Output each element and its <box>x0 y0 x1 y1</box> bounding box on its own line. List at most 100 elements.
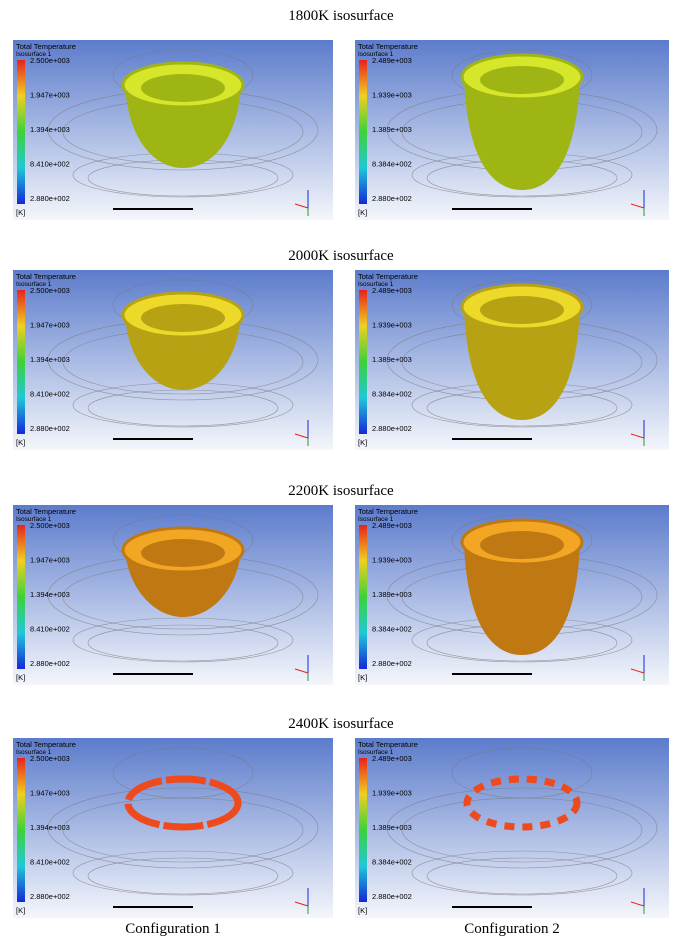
legend-title: Total Temperature <box>16 42 76 51</box>
isosurface <box>480 66 564 94</box>
scale-label: 1.947e+003 <box>30 91 70 100</box>
legend-title: Total Temperature <box>358 42 418 51</box>
scale-label: 1.389e+003 <box>372 355 412 364</box>
scale-label: 2.880e+002 <box>372 892 412 901</box>
scale-bar <box>452 208 532 210</box>
scale-bar <box>452 673 532 675</box>
isosurface <box>141 74 225 102</box>
color-bar <box>359 60 367 204</box>
unit-label: [K] <box>16 208 25 217</box>
legend-title: Total Temperature <box>358 272 418 281</box>
scale-label: 2.500e+003 <box>30 286 70 295</box>
color-bar <box>359 525 367 669</box>
isosurface <box>141 304 225 332</box>
color-bar <box>17 525 25 669</box>
scale-label: 8.410e+002 <box>30 858 70 867</box>
unit-label: [K] <box>16 906 25 915</box>
scale-label: 8.410e+002 <box>30 625 70 634</box>
figure: Configuration 1 Configuration 2 1800K is… <box>0 0 682 944</box>
unit-label: [K] <box>16 673 25 682</box>
unit-label: [K] <box>358 673 367 682</box>
scale-label: 1.947e+003 <box>30 789 70 798</box>
scale-label: 2.880e+002 <box>30 424 70 433</box>
scale-label: 1.394e+003 <box>30 823 70 832</box>
scale-label: 1.939e+003 <box>372 321 412 330</box>
scale-label: 2.500e+003 <box>30 56 70 65</box>
legend-title: Total Temperature <box>358 740 418 749</box>
render-image: Total TemperatureIsosurface 12.489e+0031… <box>355 505 669 685</box>
scale-label: 1.389e+003 <box>372 590 412 599</box>
scale-bar <box>113 208 193 210</box>
row-title: 2400K isosurface <box>0 716 682 733</box>
unit-label: [K] <box>358 438 367 447</box>
scale-label: 2.489e+003 <box>372 521 412 530</box>
legend-title: Total Temperature <box>16 507 76 516</box>
scale-label: 2.880e+002 <box>372 659 412 668</box>
scale-bar <box>452 906 532 908</box>
scale-label: 2.880e+002 <box>372 194 412 203</box>
scale-label: 8.384e+002 <box>372 390 412 399</box>
render-panel: Total TemperatureIsosurface 12.500e+0031… <box>13 270 333 450</box>
legend-title: Total Temperature <box>358 507 418 516</box>
color-bar <box>17 758 25 902</box>
scale-label: 1.394e+003 <box>30 355 70 364</box>
scale-label: 2.500e+003 <box>30 521 70 530</box>
scale-label: 2.489e+003 <box>372 754 412 763</box>
color-bar <box>17 60 25 204</box>
row-title: 2200K isosurface <box>0 483 682 500</box>
isosurface <box>141 539 225 567</box>
color-bar <box>359 290 367 434</box>
scale-label: 1.939e+003 <box>372 91 412 100</box>
scale-label: 8.384e+002 <box>372 858 412 867</box>
scale-label: 1.389e+003 <box>372 125 412 134</box>
unit-label: [K] <box>358 906 367 915</box>
scale-label: 1.939e+003 <box>372 556 412 565</box>
scale-label: 2.880e+002 <box>30 659 70 668</box>
scale-label: 8.410e+002 <box>30 390 70 399</box>
scale-label: 1.947e+003 <box>30 321 70 330</box>
unit-label: [K] <box>358 208 367 217</box>
scale-bar <box>113 673 193 675</box>
scale-label: 2.489e+003 <box>372 286 412 295</box>
scale-bar <box>113 438 193 440</box>
render-panel: Total TemperatureIsosurface 12.500e+0031… <box>13 40 333 220</box>
color-bar <box>17 290 25 434</box>
row-title: 2000K isosurface <box>0 248 682 265</box>
scale-label: 1.947e+003 <box>30 556 70 565</box>
legend-title: Total Temperature <box>16 740 76 749</box>
unit-label: [K] <box>16 438 25 447</box>
isosurface <box>480 531 564 559</box>
scale-label: 2.489e+003 <box>372 56 412 65</box>
caption: Configuration 1 <box>13 921 333 938</box>
scale-label: 1.394e+003 <box>30 125 70 134</box>
scale-label: 2.500e+003 <box>30 754 70 763</box>
legend-title: Total Temperature <box>16 272 76 281</box>
scale-label: 8.410e+002 <box>30 160 70 169</box>
caption: Configuration 2 <box>352 921 672 938</box>
scale-label: 1.389e+003 <box>372 823 412 832</box>
scale-label: 2.880e+002 <box>30 194 70 203</box>
scale-label: 2.880e+002 <box>372 424 412 433</box>
color-bar <box>359 758 367 902</box>
scale-label: 1.394e+003 <box>30 590 70 599</box>
scale-bar <box>113 906 193 908</box>
scale-label: 2.880e+002 <box>30 892 70 901</box>
isosurface <box>480 296 564 324</box>
row-title: 1800K isosurface <box>0 8 682 25</box>
scale-label: 8.384e+002 <box>372 625 412 634</box>
render-image: Total TemperatureIsosurface 12.500e+0031… <box>13 505 333 685</box>
scale-bar <box>452 438 532 440</box>
scale-label: 1.939e+003 <box>372 789 412 798</box>
scale-label: 8.384e+002 <box>372 160 412 169</box>
